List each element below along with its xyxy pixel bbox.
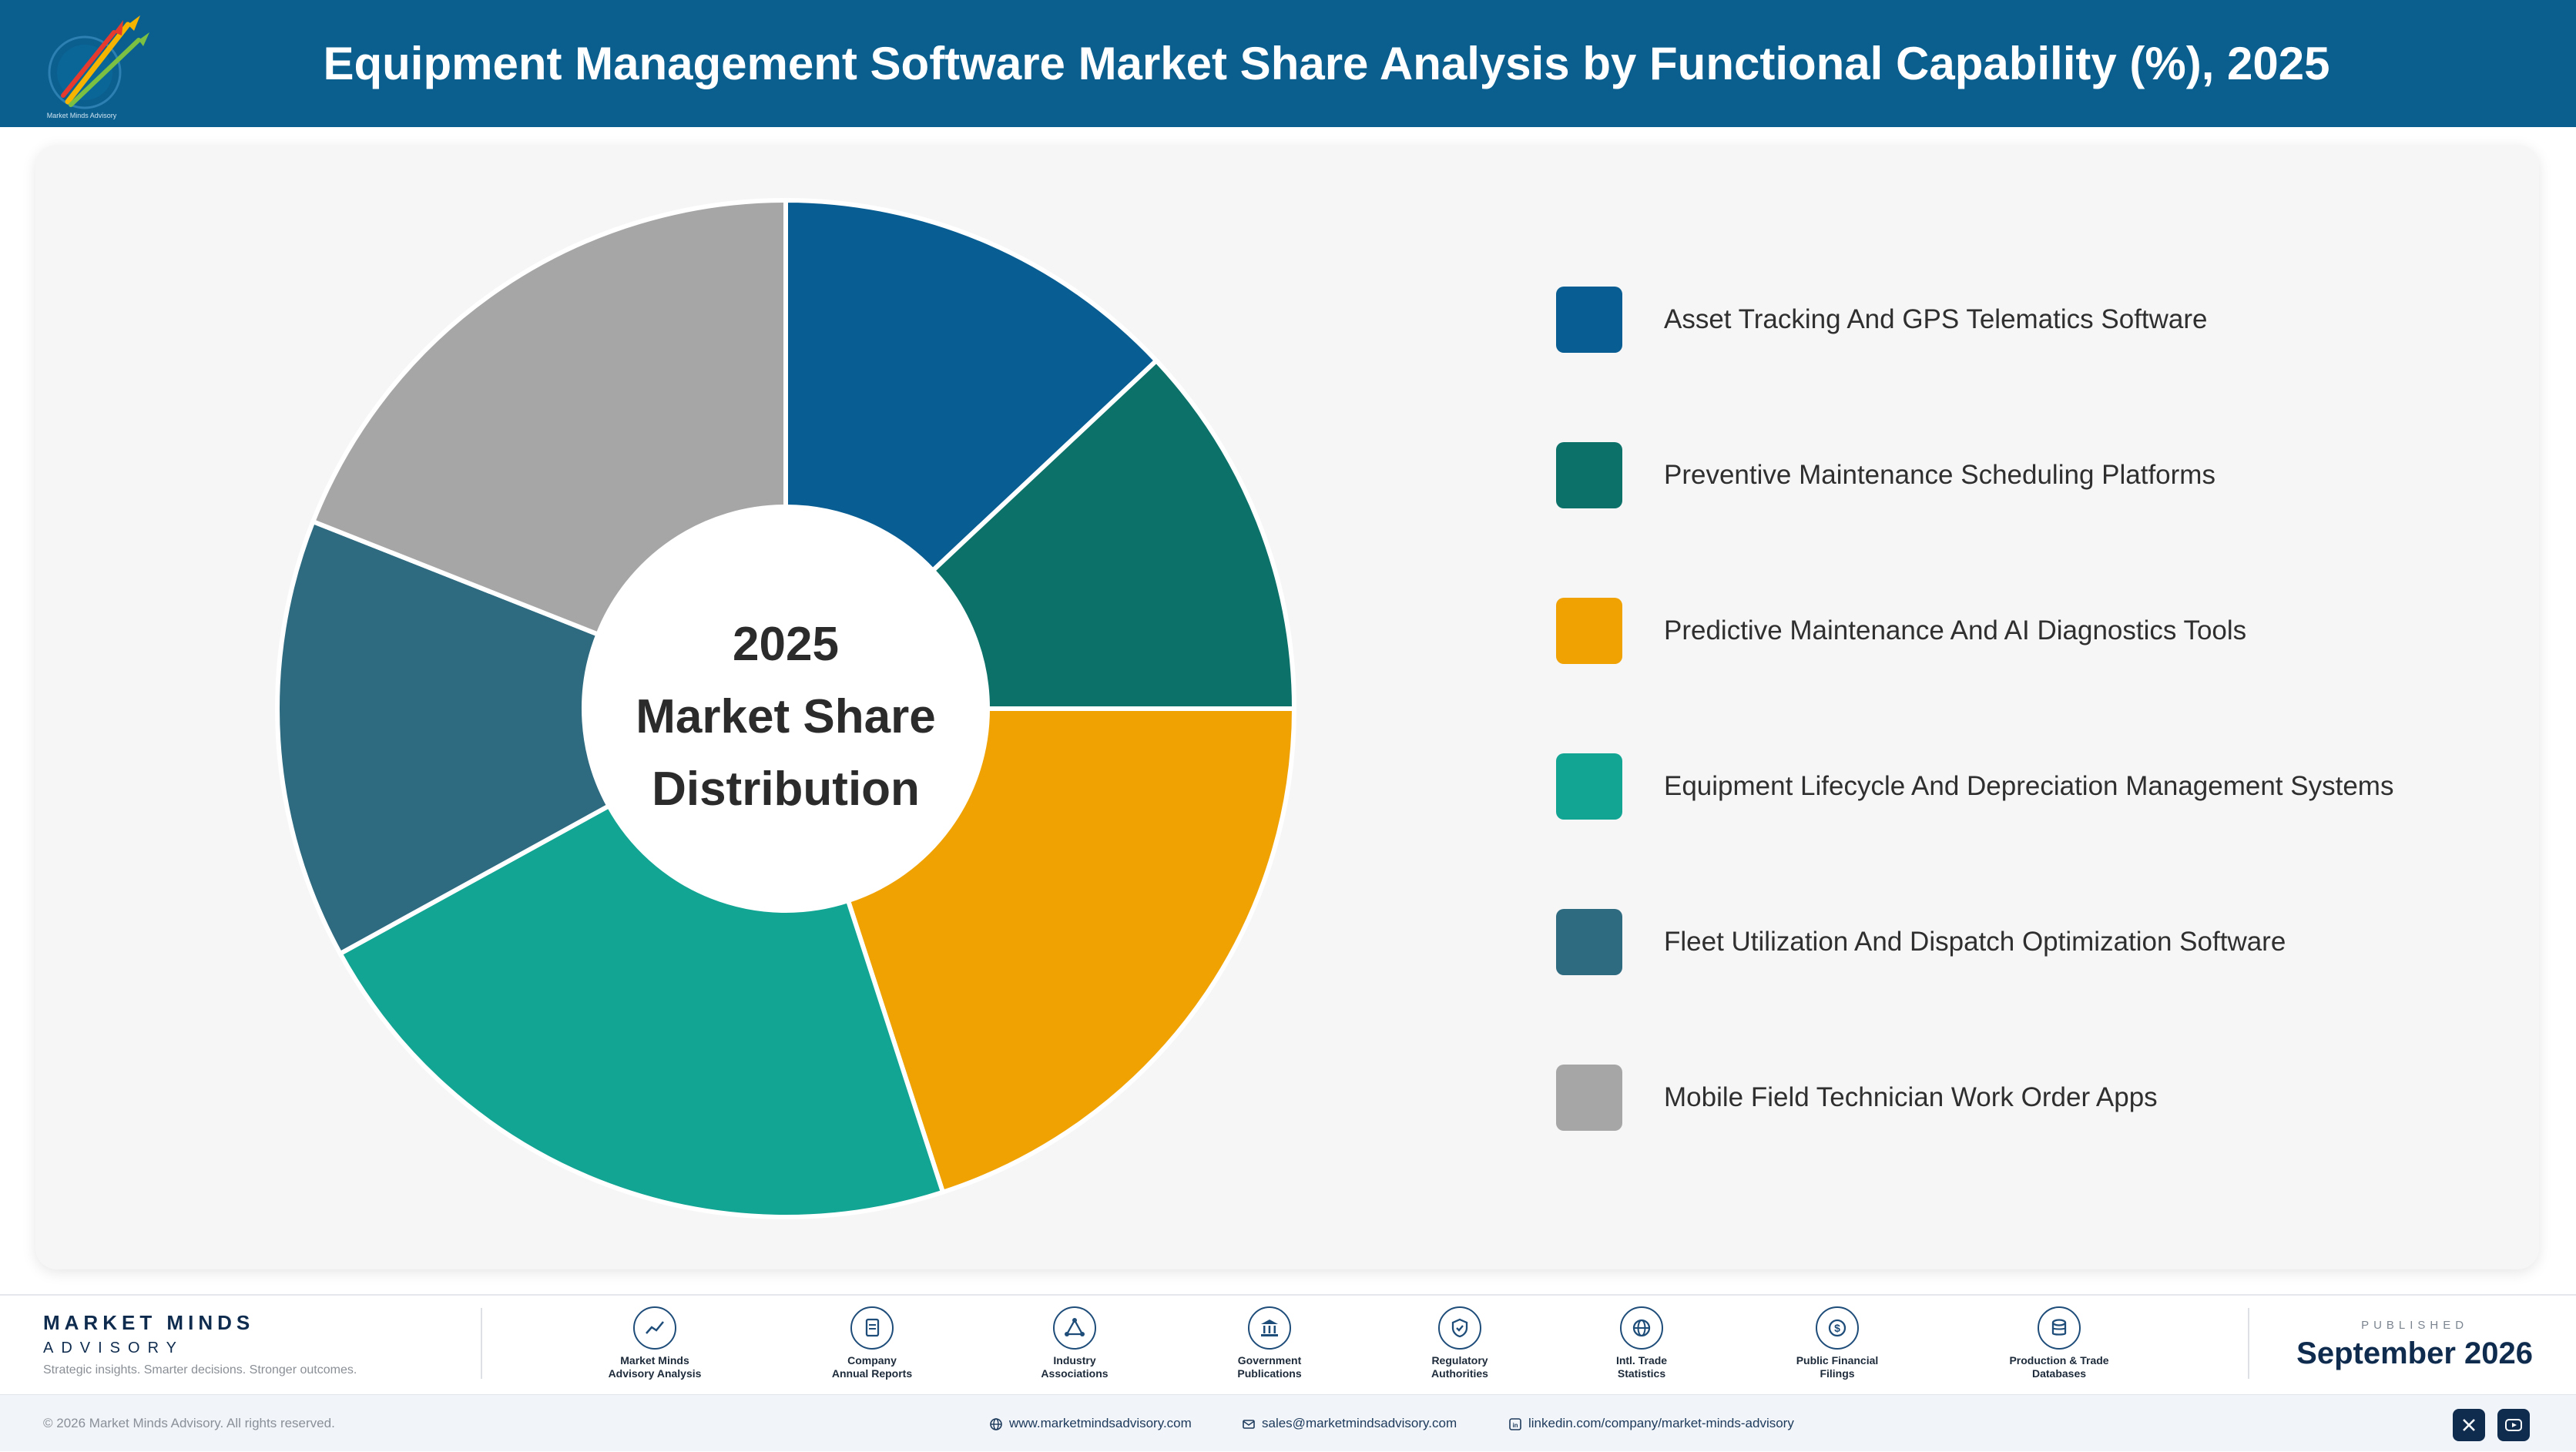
x-social-button[interactable]	[2453, 1409, 2485, 1441]
center-label-line: Distribution	[652, 763, 920, 816]
source-label: Public Financial	[1796, 1354, 1879, 1366]
footer: MARKET MINDS ADVISORY Strategic insights…	[0, 1294, 2576, 1451]
legend-item[interactable]: Predictive Maintenance And AI Diagnostic…	[1556, 598, 2480, 664]
source-label: Company	[847, 1354, 897, 1366]
svg-text:Market Minds Advisory: Market Minds Advisory	[47, 112, 117, 119]
globe-icon	[1620, 1306, 1663, 1350]
legend-label: Fleet Utilization And Dispatch Optimizat…	[1664, 927, 2286, 957]
header-bar: Market Minds Advisory Equipment Manageme…	[0, 0, 2576, 127]
footer-bottom-bar: © 2026 Market Minds Advisory. All rights…	[0, 1394, 2576, 1451]
globe-icon	[990, 1417, 1002, 1430]
brand-tagline: Strategic insights. Smarter decisions. S…	[43, 1363, 357, 1377]
published-date: September 2026	[2296, 1336, 2533, 1370]
dollar-coin-icon: $	[1816, 1306, 1859, 1350]
source-item: Industry Associations	[990, 1306, 1159, 1380]
network-icon	[1053, 1306, 1096, 1350]
center-label-line: Market Share	[636, 690, 936, 743]
youtube-social-button[interactable]	[2497, 1409, 2530, 1441]
source-item: Production & Trade Databases	[1974, 1306, 2144, 1380]
database-icon	[2038, 1306, 2081, 1350]
source-label: Authorities	[1431, 1367, 1488, 1380]
website-text: www.marketmindsadvisory.com	[1009, 1416, 1192, 1430]
data-sources: Market Minds Advisory Analysis Company Ann…	[570, 1306, 2149, 1391]
linkedin-icon: in	[1509, 1417, 1521, 1430]
email-text: sales@marketmindsadvisory.com	[1262, 1416, 1457, 1430]
email-link[interactable]: sales@marketmindsadvisory.com	[1242, 1395, 1457, 1452]
legend-label: Equipment Lifecycle And Depreciation Man…	[1664, 771, 2394, 801]
page-title: Equipment Management Software Market Sha…	[323, 38, 2330, 89]
source-label: Databases	[2031, 1367, 2087, 1380]
government-building-icon	[1248, 1306, 1291, 1350]
legend-item[interactable]: Preventive Maintenance Scheduling Platfo…	[1556, 442, 2480, 508]
shield-check-icon	[1438, 1306, 1481, 1350]
source-label: Industry	[1053, 1354, 1096, 1366]
legend-label: Predictive Maintenance And AI Diagnostic…	[1664, 615, 2247, 646]
legend-item[interactable]: Fleet Utilization And Dispatch Optimizat…	[1556, 909, 2480, 975]
brand-name: MARKET MINDS	[43, 1311, 255, 1334]
linkedin-text: linkedin.com/company/market-minds-adviso…	[1528, 1416, 1794, 1430]
source-label: Publications	[1237, 1367, 1302, 1380]
legend-label: Asset Tracking And GPS Telematics Softwa…	[1664, 304, 2208, 334]
company-logo: Market Minds Advisory	[47, 15, 149, 119]
svg-text:in: in	[1512, 1422, 1518, 1429]
linkedin-link[interactable]: in linkedin.com/company/market-minds-advi…	[1508, 1395, 1794, 1452]
legend-item[interactable]: Mobile Field Technician Work Order Apps	[1556, 1065, 2480, 1131]
legend-item[interactable]: Equipment Lifecycle And Depreciation Man…	[1556, 753, 2480, 820]
footer-brand: MARKET MINDS ADVISORY Strategic insights…	[43, 1311, 357, 1377]
legend-item[interactable]: Asset Tracking And GPS Telematics Softwa…	[1556, 287, 2480, 353]
mail-icon	[1243, 1419, 1255, 1429]
copyright-text: © 2026 Market Minds Advisory. All rights…	[43, 1416, 335, 1430]
source-label: Regulatory	[1431, 1354, 1488, 1366]
document-icon	[850, 1306, 894, 1350]
svg-text:$: $	[1834, 1322, 1840, 1334]
footer-divider	[2248, 1308, 2249, 1379]
legend-swatch	[1556, 1065, 1622, 1131]
source-label: Annual Reports	[831, 1367, 913, 1380]
source-item: Company Annual Reports	[787, 1306, 957, 1380]
published-block: PUBLISHED September 2026	[2296, 1319, 2533, 1371]
legend-swatch	[1556, 442, 1622, 508]
source-label: Statistics	[1617, 1367, 1666, 1380]
footer-divider	[481, 1308, 482, 1379]
source-item: Government Publications	[1185, 1306, 1354, 1380]
brand-subtitle: ADVISORY	[43, 1340, 184, 1356]
source-item: $ Public Financial Filings	[1753, 1306, 1922, 1380]
x-logo-icon	[2463, 1419, 2475, 1431]
donut-center-label: 2025 Market Share Distribution	[593, 609, 978, 826]
published-label: PUBLISHED	[2361, 1319, 2469, 1332]
center-label-line: 2025	[733, 618, 839, 671]
website-link[interactable]: www.marketmindsadvisory.com	[989, 1395, 1192, 1452]
source-label: Intl. Trade	[1615, 1354, 1668, 1366]
legend-swatch	[1556, 287, 1622, 353]
source-item: Intl. Trade Statistics	[1557, 1306, 1726, 1380]
source-label: Advisory Analysis	[608, 1367, 702, 1380]
legend-label: Mobile Field Technician Work Order Apps	[1664, 1082, 2158, 1112]
legend-swatch	[1556, 598, 1622, 664]
legend-swatch	[1556, 909, 1622, 975]
source-item: Regulatory Authorities	[1375, 1306, 1545, 1380]
legend-label: Preventive Maintenance Scheduling Platfo…	[1664, 460, 2215, 490]
source-label: Filings	[1820, 1367, 1855, 1380]
source-label: Production & Trade	[2009, 1354, 2109, 1366]
source-label: Market Minds	[620, 1354, 689, 1366]
source-item: Market Minds Advisory Analysis	[570, 1306, 740, 1380]
source-label: Government	[1237, 1354, 1302, 1366]
legend-swatch	[1556, 753, 1622, 820]
youtube-icon	[2505, 1419, 2522, 1431]
source-label: Associations	[1041, 1367, 1109, 1380]
chart-line-icon	[633, 1306, 676, 1350]
